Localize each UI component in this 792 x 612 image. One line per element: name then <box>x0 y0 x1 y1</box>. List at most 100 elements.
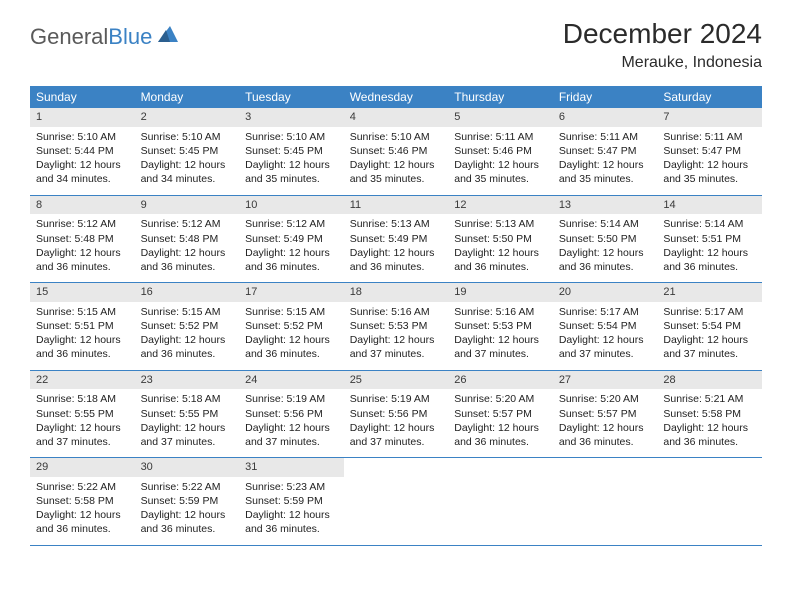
day-cell <box>657 458 762 546</box>
week-row: 22Sunrise: 5:18 AMSunset: 5:55 PMDayligh… <box>30 370 762 458</box>
daylight-text: Daylight: 12 hours <box>350 333 443 347</box>
sunset-text: Sunset: 5:50 PM <box>559 232 652 246</box>
sunrise-text: Sunrise: 5:10 AM <box>245 130 338 144</box>
daylight-text: Daylight: 12 hours <box>141 246 234 260</box>
day-number: 3 <box>239 108 344 127</box>
dayname-friday: Friday <box>553 86 658 108</box>
sunset-text: Sunset: 5:56 PM <box>350 407 443 421</box>
day-cell: 18Sunrise: 5:16 AMSunset: 5:53 PMDayligh… <box>344 283 449 371</box>
sunset-text: Sunset: 5:47 PM <box>559 144 652 158</box>
dayname-thursday: Thursday <box>448 86 553 108</box>
calendar-table: Sunday Monday Tuesday Wednesday Thursday… <box>30 86 762 546</box>
day-cell: 16Sunrise: 5:15 AMSunset: 5:52 PMDayligh… <box>135 283 240 371</box>
daylight-text: Daylight: 12 hours <box>350 421 443 435</box>
daylight-text: and 36 minutes. <box>36 260 129 274</box>
sunset-text: Sunset: 5:51 PM <box>663 232 756 246</box>
day-cell: 14Sunrise: 5:14 AMSunset: 5:51 PMDayligh… <box>657 195 762 283</box>
dayname-wednesday: Wednesday <box>344 86 449 108</box>
sunset-text: Sunset: 5:49 PM <box>350 232 443 246</box>
day-body: Sunrise: 5:11 AMSunset: 5:46 PMDaylight:… <box>448 127 553 195</box>
sunrise-text: Sunrise: 5:16 AM <box>350 305 443 319</box>
daylight-text: Daylight: 12 hours <box>245 421 338 435</box>
day-body: Sunrise: 5:21 AMSunset: 5:58 PMDaylight:… <box>657 389 762 457</box>
day-body: Sunrise: 5:10 AMSunset: 5:45 PMDaylight:… <box>135 127 240 195</box>
sunset-text: Sunset: 5:57 PM <box>454 407 547 421</box>
sunset-text: Sunset: 5:54 PM <box>663 319 756 333</box>
daylight-text: and 35 minutes. <box>350 172 443 186</box>
daylight-text: Daylight: 12 hours <box>36 246 129 260</box>
sunset-text: Sunset: 5:55 PM <box>141 407 234 421</box>
day-cell: 29Sunrise: 5:22 AMSunset: 5:58 PMDayligh… <box>30 458 135 546</box>
sunrise-text: Sunrise: 5:11 AM <box>454 130 547 144</box>
sunrise-text: Sunrise: 5:23 AM <box>245 480 338 494</box>
sunset-text: Sunset: 5:48 PM <box>141 232 234 246</box>
day-cell: 9Sunrise: 5:12 AMSunset: 5:48 PMDaylight… <box>135 195 240 283</box>
day-body: Sunrise: 5:14 AMSunset: 5:50 PMDaylight:… <box>553 214 658 282</box>
daylight-text: and 36 minutes. <box>663 435 756 449</box>
day-cell <box>553 458 658 546</box>
day-body: Sunrise: 5:19 AMSunset: 5:56 PMDaylight:… <box>344 389 449 457</box>
day-body: Sunrise: 5:20 AMSunset: 5:57 PMDaylight:… <box>448 389 553 457</box>
day-number: 26 <box>448 371 553 390</box>
day-number: 17 <box>239 283 344 302</box>
day-cell <box>344 458 449 546</box>
daylight-text: and 37 minutes. <box>559 347 652 361</box>
sunrise-text: Sunrise: 5:18 AM <box>36 392 129 406</box>
sunrise-text: Sunrise: 5:19 AM <box>245 392 338 406</box>
daylight-text: and 36 minutes. <box>454 435 547 449</box>
sunrise-text: Sunrise: 5:12 AM <box>141 217 234 231</box>
day-body: Sunrise: 5:14 AMSunset: 5:51 PMDaylight:… <box>657 214 762 282</box>
day-body: Sunrise: 5:19 AMSunset: 5:56 PMDaylight:… <box>239 389 344 457</box>
dayname-monday: Monday <box>135 86 240 108</box>
day-cell: 13Sunrise: 5:14 AMSunset: 5:50 PMDayligh… <box>553 195 658 283</box>
sunset-text: Sunset: 5:52 PM <box>141 319 234 333</box>
day-number: 24 <box>239 371 344 390</box>
header: GeneralBlue December 2024 Merauke, Indon… <box>30 18 762 72</box>
day-number: 22 <box>30 371 135 390</box>
daylight-text: Daylight: 12 hours <box>350 158 443 172</box>
day-body: Sunrise: 5:11 AMSunset: 5:47 PMDaylight:… <box>553 127 658 195</box>
daylight-text: Daylight: 12 hours <box>350 246 443 260</box>
sunrise-text: Sunrise: 5:13 AM <box>350 217 443 231</box>
daylight-text: Daylight: 12 hours <box>245 246 338 260</box>
daylight-text: Daylight: 12 hours <box>245 508 338 522</box>
sunrise-text: Sunrise: 5:15 AM <box>36 305 129 319</box>
daylight-text: and 37 minutes. <box>350 435 443 449</box>
week-row: 8Sunrise: 5:12 AMSunset: 5:48 PMDaylight… <box>30 195 762 283</box>
sunset-text: Sunset: 5:53 PM <box>350 319 443 333</box>
day-body: Sunrise: 5:13 AMSunset: 5:50 PMDaylight:… <box>448 214 553 282</box>
daylight-text: Daylight: 12 hours <box>36 158 129 172</box>
dayname-saturday: Saturday <box>657 86 762 108</box>
month-title: December 2024 <box>563 18 762 50</box>
day-number: 7 <box>657 108 762 127</box>
day-number: 31 <box>239 458 344 477</box>
sunrise-text: Sunrise: 5:18 AM <box>141 392 234 406</box>
dayname-sunday: Sunday <box>30 86 135 108</box>
day-body: Sunrise: 5:16 AMSunset: 5:53 PMDaylight:… <box>448 302 553 370</box>
sunrise-text: Sunrise: 5:22 AM <box>36 480 129 494</box>
day-number: 5 <box>448 108 553 127</box>
daylight-text: and 36 minutes. <box>245 260 338 274</box>
daylight-text: and 36 minutes. <box>245 347 338 361</box>
sunset-text: Sunset: 5:44 PM <box>36 144 129 158</box>
daylight-text: Daylight: 12 hours <box>454 421 547 435</box>
sunset-text: Sunset: 5:57 PM <box>559 407 652 421</box>
day-number: 21 <box>657 283 762 302</box>
sunrise-text: Sunrise: 5:12 AM <box>36 217 129 231</box>
daylight-text: and 37 minutes. <box>454 347 547 361</box>
day-number: 16 <box>135 283 240 302</box>
day-number: 25 <box>344 371 449 390</box>
sunset-text: Sunset: 5:45 PM <box>141 144 234 158</box>
day-body: Sunrise: 5:11 AMSunset: 5:47 PMDaylight:… <box>657 127 762 195</box>
day-header-row: Sunday Monday Tuesday Wednesday Thursday… <box>30 86 762 108</box>
sunset-text: Sunset: 5:54 PM <box>559 319 652 333</box>
sunrise-text: Sunrise: 5:11 AM <box>663 130 756 144</box>
sunrise-text: Sunrise: 5:22 AM <box>141 480 234 494</box>
sunrise-text: Sunrise: 5:21 AM <box>663 392 756 406</box>
day-cell: 22Sunrise: 5:18 AMSunset: 5:55 PMDayligh… <box>30 370 135 458</box>
sunrise-text: Sunrise: 5:10 AM <box>36 130 129 144</box>
day-number: 20 <box>553 283 658 302</box>
day-cell <box>448 458 553 546</box>
daylight-text: and 36 minutes. <box>559 260 652 274</box>
sunset-text: Sunset: 5:59 PM <box>141 494 234 508</box>
